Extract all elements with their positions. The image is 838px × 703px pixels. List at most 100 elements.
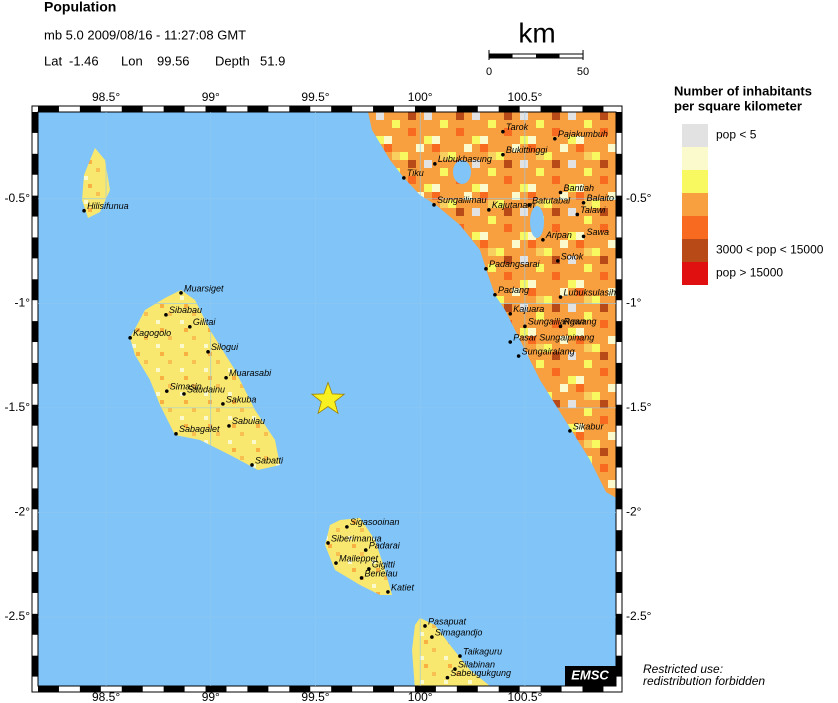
- legend-label: pop > 15000: [716, 266, 783, 280]
- x-tick-label: 100°: [408, 690, 433, 703]
- lat-label: Lat: [44, 53, 62, 68]
- island: [325, 518, 392, 595]
- frame-check: [163, 686, 185, 692]
- legend-label: pop < 5: [716, 128, 757, 142]
- lake: [453, 160, 471, 184]
- frame-check: [616, 404, 622, 426]
- frame-border: [31, 105, 623, 693]
- frame-check: [414, 106, 436, 112]
- place-dot: [581, 234, 586, 239]
- place-label: Sungailimau: [437, 195, 487, 205]
- place-label: Lubuksulasih: [564, 287, 617, 297]
- place-dot: [581, 200, 586, 205]
- place-dot: [458, 654, 462, 658]
- place-label: Katiet: [391, 582, 415, 592]
- frame-check: [616, 321, 622, 343]
- place-label: Aripan: [545, 230, 572, 240]
- place-dot: [367, 567, 371, 571]
- frame-check: [616, 112, 622, 133]
- place-label: Taikaguru: [463, 646, 502, 656]
- scale-bar-half: [489, 54, 513, 58]
- place-dot: [487, 208, 491, 212]
- frame-check: [540, 106, 562, 112]
- frame-check: [247, 106, 269, 112]
- frame-check: [289, 686, 311, 692]
- frame-check: [32, 613, 38, 635]
- frame-check: [289, 106, 311, 112]
- place-dot: [558, 190, 563, 195]
- place-dot: [558, 324, 563, 329]
- x-tick-label: 99.5°: [301, 690, 329, 703]
- frame-check: [616, 572, 622, 593]
- place-dot: [386, 590, 390, 594]
- legend-swatch: [682, 193, 708, 216]
- place-dot: [555, 259, 560, 263]
- place-label: Sabatti: [255, 455, 284, 465]
- place-dot: [508, 311, 513, 316]
- place-label: Muarasabi: [229, 368, 272, 378]
- title: Population: [44, 0, 116, 15]
- place-dot: [558, 295, 563, 299]
- legend-swatch: [682, 170, 708, 193]
- frame-check: [582, 686, 604, 692]
- place-label: Pasapuat: [428, 616, 467, 626]
- place-dot: [227, 424, 231, 428]
- place-dot: [224, 375, 228, 380]
- frame-check: [32, 279, 38, 301]
- place-label: Kajuara: [513, 304, 544, 314]
- frame-check: [616, 488, 622, 510]
- frame-check: [498, 106, 520, 112]
- epicenter: [310, 381, 346, 415]
- place-dot: [432, 203, 436, 207]
- mainland: [368, 112, 616, 498]
- place-dot: [501, 129, 505, 134]
- frame-inner: [37, 111, 617, 687]
- frame-check: [79, 106, 101, 112]
- place-label: Pajakumbuh: [558, 129, 608, 139]
- frame-check: [616, 279, 622, 301]
- place-label: Batutabal: [532, 195, 571, 205]
- frame-check: [163, 106, 185, 112]
- place-label: Sabeugukgung: [450, 668, 511, 678]
- place-label: Talawi: [580, 205, 606, 215]
- place-dot: [128, 336, 132, 340]
- place-label: Kagogolo: [133, 328, 171, 338]
- place-dot: [484, 267, 488, 271]
- frame-check: [32, 404, 38, 426]
- y-tick-label: -1°: [15, 296, 31, 310]
- frame-check: [32, 362, 38, 384]
- place-dot: [363, 548, 368, 552]
- place-dot: [516, 354, 521, 358]
- frame-check: [247, 686, 269, 692]
- y-tick-label: -1.5°: [626, 400, 652, 414]
- frame-check: [32, 237, 38, 259]
- place-dot: [164, 313, 168, 317]
- footer-line: redistribution forbidden: [643, 674, 765, 688]
- lat-value: -1.46: [69, 53, 99, 68]
- legend-swatch: [682, 147, 708, 170]
- place-dot: [508, 340, 513, 344]
- frame-check: [616, 153, 622, 175]
- place-label: Rawang: [564, 317, 597, 327]
- place-label: Maileppet: [339, 553, 379, 563]
- place-dot: [402, 176, 406, 180]
- legend-title: Number of inhabitants: [674, 83, 812, 98]
- frame-check: [331, 106, 353, 112]
- lon-value: 99.56: [157, 53, 190, 68]
- frame-check: [79, 686, 101, 692]
- island: [412, 618, 490, 686]
- place-dot: [527, 203, 531, 207]
- place-dot: [541, 237, 545, 242]
- x-tick-label: 99°: [202, 90, 220, 104]
- place-dot: [568, 429, 572, 433]
- place-dot: [433, 162, 437, 166]
- x-tick-label: 98.5°: [92, 90, 120, 104]
- place-dot: [523, 324, 527, 329]
- y-tick-label: -0.5°: [626, 191, 652, 205]
- place-label: Tiku: [407, 168, 424, 178]
- map-body: EMSC: [38, 112, 616, 686]
- legend-swatch: [682, 262, 708, 285]
- frame-check: [498, 686, 520, 692]
- place-dot: [430, 635, 434, 639]
- x-tick-label: 100.5°: [507, 690, 542, 703]
